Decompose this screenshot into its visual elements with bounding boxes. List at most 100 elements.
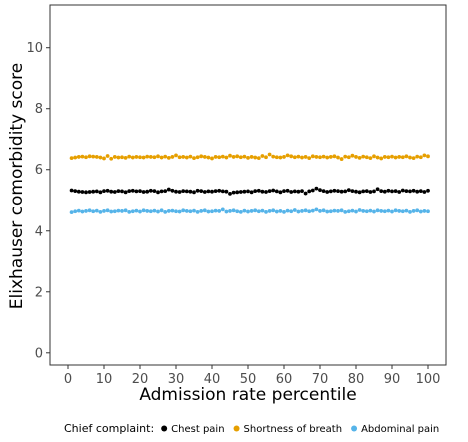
y-tick-label: 4 (35, 224, 43, 239)
data-point (382, 155, 387, 159)
data-point (127, 189, 132, 194)
data-point (134, 208, 139, 213)
data-point (328, 209, 333, 214)
data-point (278, 209, 283, 213)
data-point (80, 190, 85, 194)
series-chest-pain (69, 186, 430, 196)
data-point (188, 189, 193, 194)
data-point (206, 189, 211, 194)
data-point (415, 208, 420, 213)
data-point (174, 209, 178, 214)
data-point (228, 153, 232, 158)
data-point (260, 208, 265, 213)
data-point (300, 155, 304, 160)
data-point (130, 209, 135, 214)
data-point (192, 208, 196, 213)
data-point (300, 209, 304, 213)
data-point (364, 155, 369, 160)
data-point (292, 155, 297, 160)
data-point (166, 209, 171, 213)
data-point (310, 188, 315, 193)
data-point (163, 189, 168, 194)
y-tick-label: 6 (35, 163, 43, 178)
data-point (390, 154, 394, 159)
data-point (343, 209, 348, 214)
data-point (285, 208, 290, 213)
data-point (177, 209, 182, 214)
data-point (102, 189, 106, 194)
data-point (170, 155, 175, 159)
y-tick-label: 2 (35, 285, 43, 300)
data-point (253, 208, 258, 213)
data-point (166, 155, 171, 160)
legend-label: Abdominal pain (361, 424, 439, 435)
data-point (321, 189, 326, 194)
data-point (195, 188, 200, 193)
data-point (73, 209, 78, 214)
data-point (235, 209, 240, 214)
data-point (375, 187, 380, 192)
data-point (76, 155, 81, 159)
data-point (91, 209, 96, 214)
data-point (422, 190, 427, 194)
data-point (224, 209, 229, 214)
data-point (87, 208, 92, 213)
data-point (408, 189, 412, 194)
data-point (184, 209, 189, 213)
data-point (408, 209, 412, 214)
data-point (87, 154, 92, 159)
data-point (386, 155, 391, 160)
data-point (213, 155, 218, 159)
data-point (235, 190, 240, 195)
data-point (364, 189, 369, 194)
data-point (332, 188, 337, 193)
data-point (422, 209, 427, 213)
data-point (253, 155, 258, 160)
data-point (267, 189, 272, 194)
data-point (397, 155, 402, 159)
data-point (116, 189, 121, 194)
data-point (307, 209, 312, 214)
data-point (170, 208, 175, 213)
data-point (264, 155, 268, 160)
data-point (69, 188, 74, 193)
data-point (274, 155, 279, 160)
data-point (231, 208, 236, 213)
data-point (217, 188, 222, 193)
data-point (325, 209, 330, 214)
data-point (386, 188, 391, 193)
data-point (156, 190, 160, 195)
data-point (145, 154, 150, 159)
data-point (242, 154, 247, 159)
legend-key (233, 425, 240, 432)
data-point (195, 209, 200, 214)
data-point (202, 190, 207, 194)
data-point (303, 208, 308, 213)
data-point (415, 189, 420, 194)
y-axis-title: Elixhauser comorbidity score (7, 63, 27, 309)
data-point (76, 208, 81, 213)
data-point (368, 208, 373, 213)
data-point (411, 209, 416, 213)
data-point (415, 154, 420, 159)
data-point (426, 209, 430, 214)
data-point (361, 189, 366, 194)
data-point (422, 153, 427, 158)
data-point (123, 155, 128, 160)
data-point (400, 209, 405, 214)
legend-title: Chief complaint: (64, 422, 154, 435)
data-point (163, 209, 168, 214)
data-point (336, 155, 340, 160)
data-point (238, 190, 243, 194)
data-point (282, 155, 286, 159)
data-point (393, 155, 398, 160)
data-point (361, 209, 366, 213)
data-point (364, 209, 369, 214)
data-point (238, 155, 243, 160)
data-point (282, 209, 286, 214)
data-point (242, 208, 247, 213)
data-point (372, 154, 376, 159)
data-point (184, 155, 189, 160)
data-point (418, 189, 423, 194)
